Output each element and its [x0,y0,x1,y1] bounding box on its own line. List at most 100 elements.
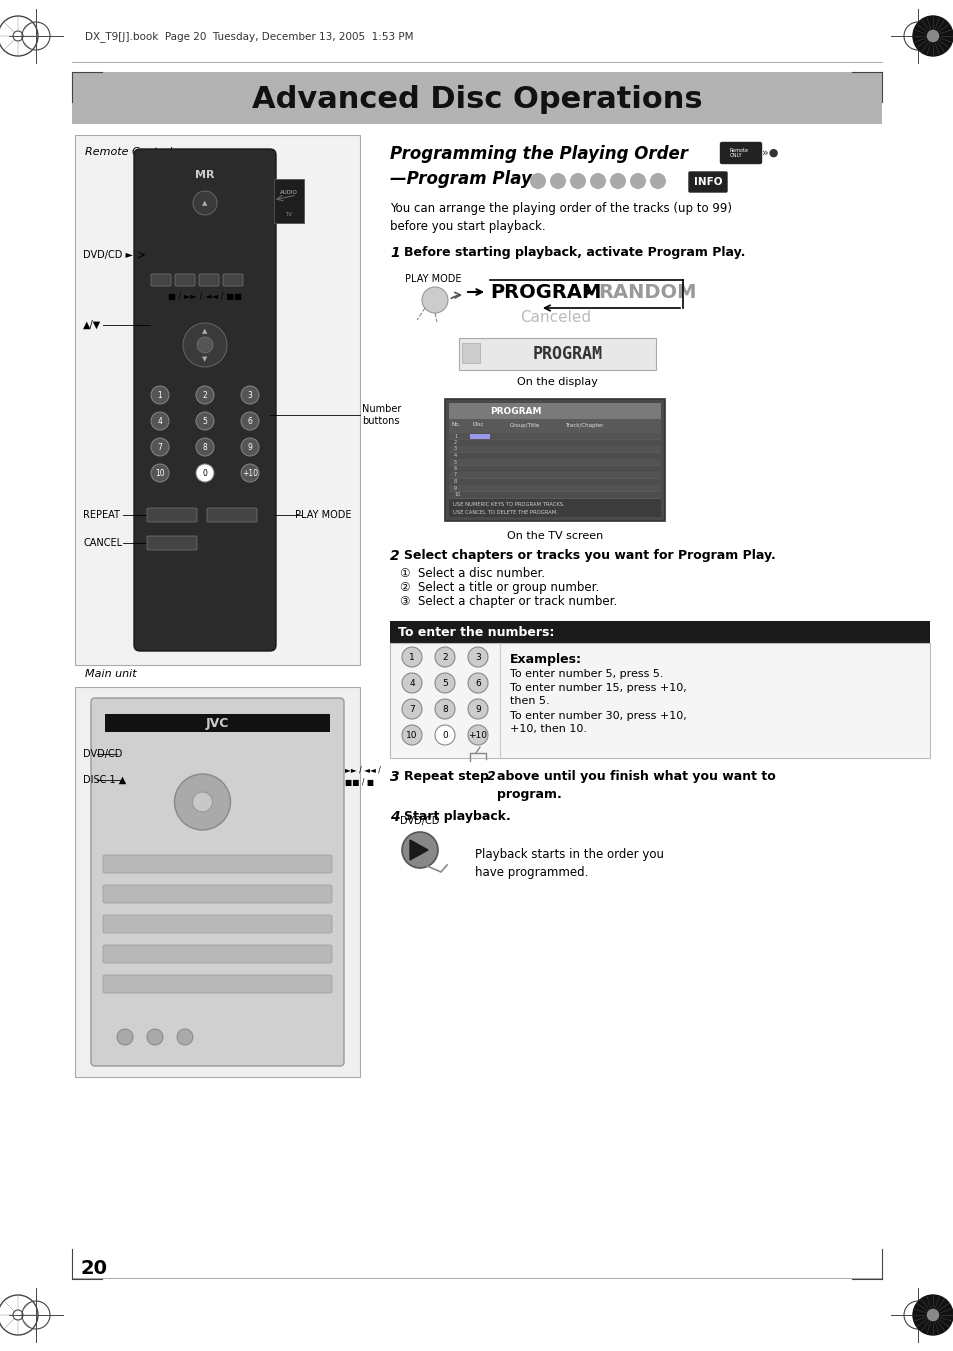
Circle shape [147,1029,163,1046]
Text: DX_T9[J].book  Page 20  Tuesday, December 13, 2005  1:53 PM: DX_T9[J].book Page 20 Tuesday, December … [85,31,413,42]
Circle shape [151,412,169,430]
Circle shape [650,173,665,189]
Text: USE CANCEL TO DELETE THE PROGRAM.: USE CANCEL TO DELETE THE PROGRAM. [453,509,558,515]
Text: Disc: Disc [473,423,484,427]
FancyBboxPatch shape [449,471,660,478]
Text: Repeat step: Repeat step [403,770,493,784]
Circle shape [468,725,488,744]
Text: 10: 10 [155,469,165,477]
Text: 2: 2 [486,770,496,784]
FancyBboxPatch shape [390,621,929,643]
Circle shape [241,463,258,482]
Circle shape [151,438,169,457]
Circle shape [435,698,455,719]
Text: PROGRAM: PROGRAM [490,282,600,301]
Text: To enter the numbers:: To enter the numbers: [397,626,554,639]
Text: 4: 4 [409,678,415,688]
FancyBboxPatch shape [390,643,929,758]
Text: 4: 4 [454,453,456,458]
Text: 2: 2 [390,549,399,563]
Text: ▲: ▲ [202,200,208,205]
Text: Select chapters or tracks you want for Program Play.: Select chapters or tracks you want for P… [403,549,775,562]
Circle shape [912,16,952,55]
Circle shape [926,1309,938,1320]
Circle shape [151,386,169,404]
Circle shape [435,647,455,667]
Circle shape [468,673,488,693]
Circle shape [183,323,227,367]
Text: 10: 10 [406,731,417,739]
Text: Remote Control: Remote Control [85,147,172,157]
Circle shape [550,173,565,189]
Text: 4: 4 [390,811,399,824]
Circle shape [610,173,625,189]
Text: 9: 9 [454,485,456,490]
Circle shape [401,698,421,719]
Circle shape [570,173,585,189]
Text: 6: 6 [475,678,480,688]
FancyBboxPatch shape [449,403,660,517]
FancyBboxPatch shape [449,466,660,471]
Circle shape [174,774,231,830]
Text: 7: 7 [454,473,456,477]
Circle shape [401,725,421,744]
Text: 7: 7 [409,704,415,713]
FancyBboxPatch shape [133,149,275,651]
FancyBboxPatch shape [449,439,660,446]
Circle shape [195,412,213,430]
Text: ①  Select a disc number.: ① Select a disc number. [399,567,544,580]
Text: 5: 5 [441,678,447,688]
Text: Remote
ONLY: Remote ONLY [729,147,748,158]
Text: AUDIO: AUDIO [280,189,297,195]
Circle shape [530,173,545,189]
Text: RANDOM: RANDOM [598,282,696,301]
Circle shape [117,1029,132,1046]
FancyBboxPatch shape [688,172,726,192]
FancyBboxPatch shape [151,274,171,286]
Text: 3: 3 [247,390,253,400]
FancyBboxPatch shape [199,274,219,286]
Text: 3: 3 [475,653,480,662]
Text: +10: +10 [468,731,487,739]
Circle shape [401,647,421,667]
FancyBboxPatch shape [103,885,332,902]
Text: ■ / ►► / ◄◄ / ■■: ■ / ►► / ◄◄ / ■■ [168,293,242,301]
Circle shape [468,698,488,719]
FancyBboxPatch shape [75,135,359,665]
Text: —Program Play: —Program Play [390,170,532,188]
FancyBboxPatch shape [105,713,330,732]
Text: 20: 20 [80,1259,107,1278]
Text: »●: »● [761,149,778,158]
FancyBboxPatch shape [470,434,490,439]
FancyBboxPatch shape [444,399,664,521]
Text: 7: 7 [157,443,162,451]
Text: DVD/CD ►: DVD/CD ► [83,250,132,259]
FancyBboxPatch shape [223,274,243,286]
Text: 4: 4 [157,416,162,426]
FancyBboxPatch shape [449,434,660,439]
Circle shape [435,673,455,693]
Text: 8: 8 [441,704,447,713]
FancyBboxPatch shape [449,492,660,497]
FancyBboxPatch shape [461,343,479,363]
Text: PLAY MODE: PLAY MODE [405,274,461,284]
Text: Programming the Playing Order: Programming the Playing Order [390,145,687,163]
Text: No.: No. [452,423,460,427]
Circle shape [195,463,213,482]
Circle shape [241,412,258,430]
FancyBboxPatch shape [720,142,760,163]
Circle shape [177,1029,193,1046]
Text: Canceled: Canceled [519,309,591,326]
FancyBboxPatch shape [91,698,344,1066]
Text: To enter number 30, press +10,
+10, then 10.: To enter number 30, press +10, +10, then… [510,711,686,734]
FancyBboxPatch shape [449,499,660,517]
Text: Main unit: Main unit [85,669,136,680]
Polygon shape [410,840,428,861]
Text: ③  Select a chapter or track number.: ③ Select a chapter or track number. [399,594,617,608]
Text: +10: +10 [242,469,257,477]
Text: 2: 2 [202,390,207,400]
Text: Start playback.: Start playback. [403,811,510,823]
Text: 2: 2 [442,653,447,662]
Text: On the TV screen: On the TV screen [506,531,602,540]
Text: 3: 3 [390,770,399,784]
